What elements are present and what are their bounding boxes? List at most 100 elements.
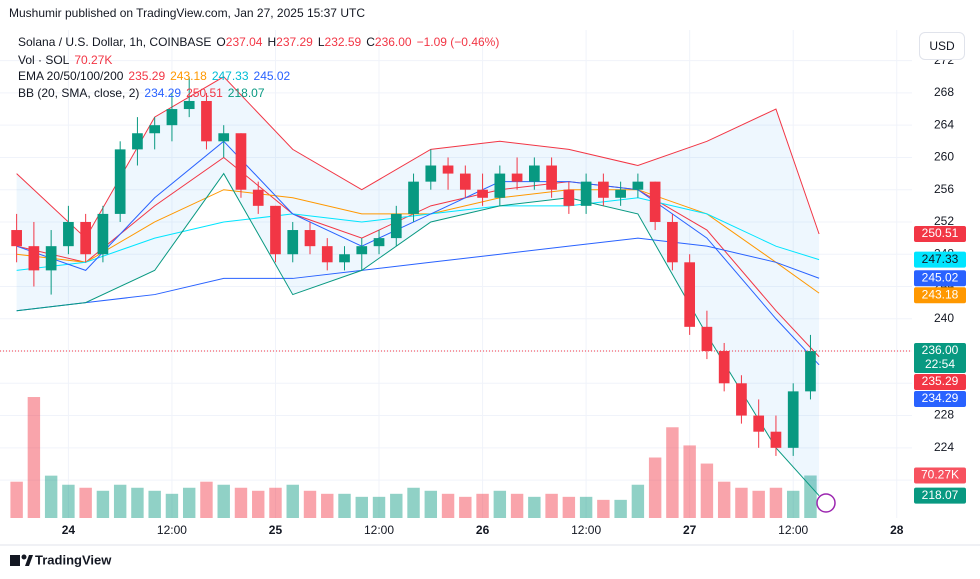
candle-body (511, 173, 523, 182)
volume-bar (372, 496, 386, 518)
symbol: Solana / U.S. Dollar, 1h, COINBASE (18, 35, 212, 49)
price-label: 245.02 (922, 270, 959, 284)
candle-body (339, 254, 350, 263)
volume-bar (355, 496, 368, 518)
price-label: 235.29 (922, 374, 959, 388)
volume-bar (579, 496, 593, 518)
x-tick-label: 26 (476, 523, 490, 537)
ohlc-value: 237.29 (276, 35, 313, 49)
volume-bar (717, 481, 731, 518)
y-tick-label: 228 (934, 408, 954, 422)
currency-button[interactable]: USD (919, 32, 965, 60)
candle-body (408, 181, 419, 214)
candle-body (649, 181, 661, 222)
volume-bar (131, 487, 144, 518)
volume-bar (424, 490, 438, 518)
candle-body (684, 262, 696, 327)
ohlc-value: 232.59 (324, 35, 362, 49)
volume-bar (786, 490, 800, 518)
volume-bar (303, 490, 317, 518)
candle-body (528, 165, 540, 182)
price-label: 70.27K (921, 468, 959, 482)
price-label-box (914, 225, 966, 242)
volume-bar (165, 493, 179, 518)
bb-fill (16, 76, 820, 496)
x-tick-label: 12:00 (571, 523, 601, 537)
y-tick-label: 260 (934, 150, 954, 164)
candle-body (425, 165, 437, 182)
volume-bar (217, 484, 230, 518)
candle-body (63, 221, 74, 247)
candle-body (114, 149, 126, 214)
volume-bar (631, 484, 645, 518)
volume-bar (545, 493, 558, 518)
candle-body (736, 383, 747, 416)
volume-bar (752, 490, 765, 518)
ohlc-value: 237.04 (225, 35, 263, 49)
volume-bar (700, 463, 714, 518)
price-label-box (914, 487, 966, 504)
x-tick-label: 24 (62, 523, 76, 537)
price-label: 250.51 (922, 226, 959, 240)
volume-bar (79, 487, 92, 518)
volume-bar (666, 427, 679, 518)
x-tick-label: 12:00 (364, 523, 394, 537)
candle-body (304, 230, 316, 247)
x-tick-label: 27 (683, 523, 697, 537)
volume-bar (200, 481, 213, 518)
ohlc-label: L (317, 35, 325, 49)
price-label-box (914, 374, 966, 391)
legend-ema: EMA 20/50/100/200 235.29 243.18 247.33 245.0… (18, 69, 295, 83)
price-label: 236.00 (922, 343, 959, 357)
candle-body (356, 246, 368, 255)
volume-bar (62, 484, 75, 518)
indicator-label: BB (20, SMA, close, 2) (18, 86, 140, 100)
candle-body (321, 246, 333, 263)
plot-area (0, 30, 912, 518)
volume-bar (27, 397, 41, 518)
ohlc-label: H (267, 35, 277, 49)
volume-bar (476, 493, 489, 518)
volume-bar (113, 484, 127, 518)
candle-body (546, 165, 557, 190)
candle-body (477, 189, 488, 198)
candle-body (563, 189, 575, 206)
candle-body (442, 165, 454, 174)
volume-bar (683, 445, 696, 518)
indicator-value: 250.51 (186, 86, 223, 100)
tv-logo (10, 554, 33, 566)
candle-body (80, 221, 92, 255)
volume-bar (614, 499, 627, 518)
indicator-value: 218.07 (227, 86, 265, 100)
candle-body (701, 326, 713, 352)
indicator-value: 235.29 (128, 69, 166, 83)
price-label: 247.33 (922, 252, 959, 266)
volume-bar (528, 496, 541, 518)
volume-bar (735, 487, 748, 518)
price-label-box (914, 343, 966, 374)
x-tick-label: 28 (890, 523, 904, 537)
candle-body (632, 181, 644, 190)
indicator-line (16, 237, 820, 312)
candle-body (787, 391, 799, 448)
price-label-box (914, 391, 966, 408)
y-tick-label: 256 (934, 182, 954, 196)
volume-label: Vol · SOL (18, 53, 70, 67)
volume-bar (252, 490, 265, 518)
volume-value: 70.27K (74, 53, 113, 67)
price-label: 218.07 (922, 488, 959, 502)
y-tick-label: 252 (934, 214, 954, 228)
volume-bar (390, 493, 403, 518)
candle-body (45, 246, 57, 271)
volume-bar (182, 487, 196, 518)
x-tick-label: 12:00 (157, 523, 187, 537)
price-label: 243.18 (922, 287, 959, 301)
candle-body (390, 213, 402, 239)
candle-body (183, 100, 195, 110)
indicator-value: 243.18 (170, 69, 207, 83)
candle-body (201, 100, 212, 142)
alert-icon (816, 493, 836, 513)
volume-bar (804, 475, 817, 518)
volume-bar (234, 487, 248, 518)
